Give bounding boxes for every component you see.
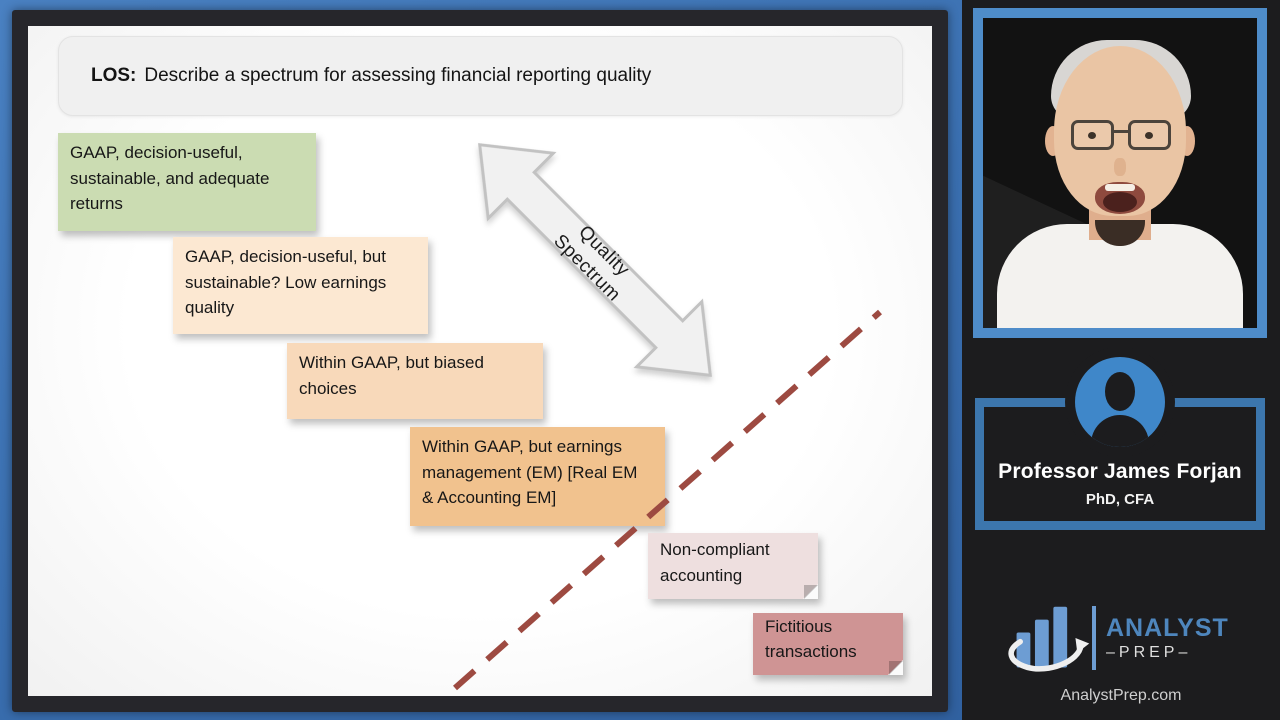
- quality-step-4: Within GAAP, but earnings management (EM…: [410, 427, 665, 526]
- quality-step-5: Non-compliant accounting: [648, 533, 818, 599]
- person-icon-head: [1105, 372, 1135, 411]
- logo-divider: [1092, 606, 1096, 670]
- quality-step-4-label: Within GAAP, but earnings management (EM…: [422, 437, 638, 507]
- person-icon-body: [1091, 415, 1149, 447]
- professor-mouth: [1095, 182, 1145, 214]
- glasses-icon: [1071, 120, 1171, 152]
- quality-step-5-label: Non-compliant accounting: [660, 540, 770, 585]
- quality-step-2-label: GAAP, decision-useful, but sustainable? …: [185, 247, 387, 317]
- folded-corner-flap: [804, 585, 818, 599]
- video-sidebar: Professor James Forjan PhD, CFA ANALYST …: [962, 0, 1280, 720]
- website-url: AnalystPrep.com: [1060, 687, 1182, 704]
- logo-wordmark: ANALYST –PREP–: [1106, 613, 1229, 661]
- folded-corner: [888, 660, 903, 675]
- quality-step-1: GAAP, decision-useful, sustainable, and …: [58, 133, 316, 231]
- professor-nose: [1114, 158, 1126, 176]
- quality-step-6-label: Fictitious transactions: [765, 617, 857, 661]
- quality-step-1-label: GAAP, decision-useful, sustainable, and …: [70, 143, 270, 213]
- quality-step-3: Within GAAP, but biased choices: [287, 343, 543, 419]
- logo-text-prep: –PREP–: [1106, 643, 1192, 661]
- folded-corner-flap: [889, 661, 903, 675]
- analystprep-logo: ANALYST –PREP–: [1000, 594, 1244, 682]
- professor-credentials: PhD, CFA: [1085, 491, 1155, 508]
- quality-step-3-label: Within GAAP, but biased choices: [299, 353, 484, 398]
- bar-chart-logo-icon: [1008, 606, 1090, 672]
- presentation-slide: LOS: Describe a spectrum for assessing f…: [12, 10, 948, 712]
- los-header: LOS: Describe a spectrum for assessing f…: [58, 36, 903, 116]
- professor-webcam: [973, 8, 1267, 338]
- los-prefix: LOS:: [91, 65, 137, 86]
- logo-text-analyst: ANALYST: [1106, 613, 1229, 642]
- quality-step-2: GAAP, decision-useful, but sustainable? …: [173, 237, 428, 334]
- los-text: Describe a spectrum for assessing financ…: [144, 65, 652, 86]
- person-avatar-icon: [1075, 357, 1165, 447]
- quality-step-6: Fictitious transactions: [753, 613, 903, 675]
- professor-name: Professor James Forjan: [998, 460, 1242, 483]
- slide-content: LOS: Describe a spectrum for assessing f…: [28, 26, 932, 696]
